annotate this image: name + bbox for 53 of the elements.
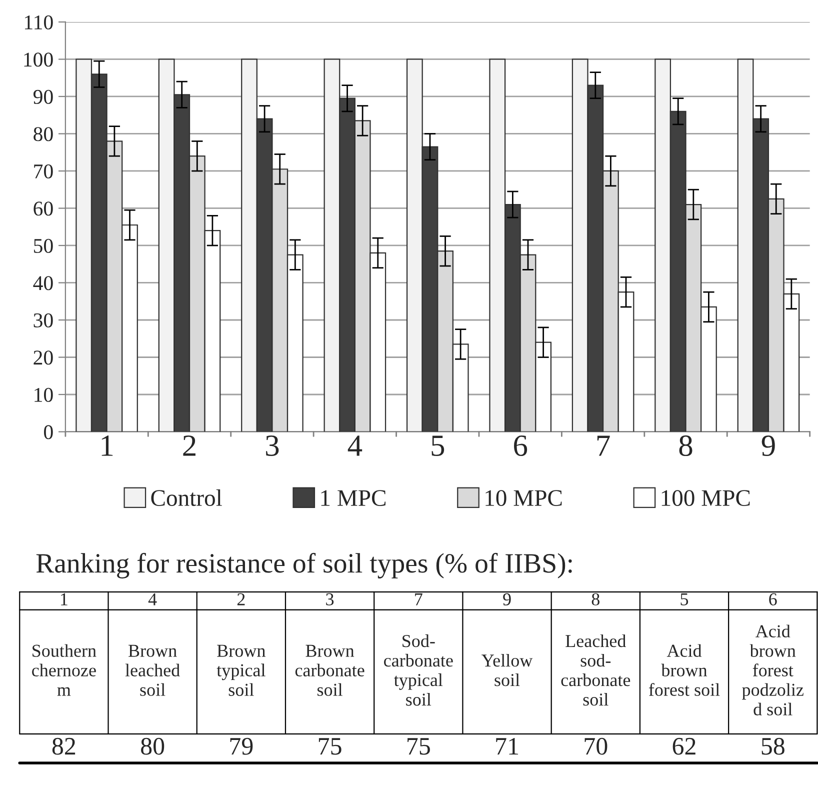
legend-label: 10 MPC — [486, 490, 562, 506]
y-tick-label: 10 — [34, 388, 53, 402]
y-tick-label: 80 — [34, 127, 53, 142]
legend-label: 100 MPC — [662, 490, 750, 506]
data-label: 79 — [230, 738, 253, 755]
y-tick-label: 90 — [33, 90, 53, 104]
text: Brown carbonate soil — [295, 644, 364, 696]
category-label: 2 — [237, 593, 245, 606]
text: Yellow soil — [482, 654, 533, 686]
legend-label: 1 MPC — [321, 490, 386, 506]
y-tick-label: 110 — [25, 15, 53, 30]
category-label: 5 — [680, 593, 688, 606]
x-tick-label: 5 — [432, 436, 444, 456]
data-label: 58 — [762, 738, 784, 755]
legend-label: Control — [151, 489, 222, 506]
text: Sod- carbonate typical soil — [384, 634, 453, 706]
text: Acid brown forest soil — [648, 644, 720, 696]
text: Acid brown forest podzoliz d soil — [742, 624, 804, 716]
text: Brown typical soil — [216, 644, 266, 696]
text: Leached sod- carbonate soil — [561, 634, 630, 706]
data-label: 80 — [141, 738, 164, 755]
text: Southern chernoze m — [32, 644, 96, 696]
x-tick-label: 1 — [102, 436, 113, 456]
category-label: 6 — [769, 593, 777, 606]
y-tick-label: 20 — [34, 350, 53, 365]
x-tick-label: 4 — [348, 436, 362, 456]
y-tick-label: 0 — [44, 425, 53, 440]
y-tick-label: 70 — [34, 164, 53, 178]
data-label: 75 — [318, 738, 342, 755]
y-tick-label: 30 — [34, 313, 53, 328]
data-label: 75 — [408, 738, 430, 755]
category-label: 8 — [592, 593, 600, 606]
x-tick-label: 2 — [183, 435, 196, 456]
data-label: 71 — [496, 738, 518, 754]
x-tick-label: 7 — [597, 436, 610, 456]
x-tick-label: 8 — [679, 435, 692, 456]
x-tick-label: 6 — [514, 435, 528, 456]
data-label: 82 — [52, 738, 76, 755]
x-tick-label: 9 — [762, 435, 775, 456]
category-label: 7 — [415, 593, 422, 606]
category-label: 4 — [148, 593, 157, 606]
text: Ranking for resistance of soil types (% of IIBS): — [36, 552, 572, 578]
category-label: 1 — [61, 593, 68, 606]
y-tick-label: 60 — [34, 202, 53, 216]
category-label: 3 — [326, 593, 334, 606]
y-tick-label: 50 — [34, 238, 53, 253]
category-label: 9 — [503, 593, 511, 606]
text: Brown leached soil — [125, 644, 180, 696]
x-tick-label: 3 — [266, 435, 279, 456]
data-label: 62 — [672, 738, 696, 755]
y-tick-label: 100 — [24, 52, 53, 67]
y-tick-label: 40 — [33, 276, 53, 290]
data-label: 70 — [584, 738, 608, 755]
